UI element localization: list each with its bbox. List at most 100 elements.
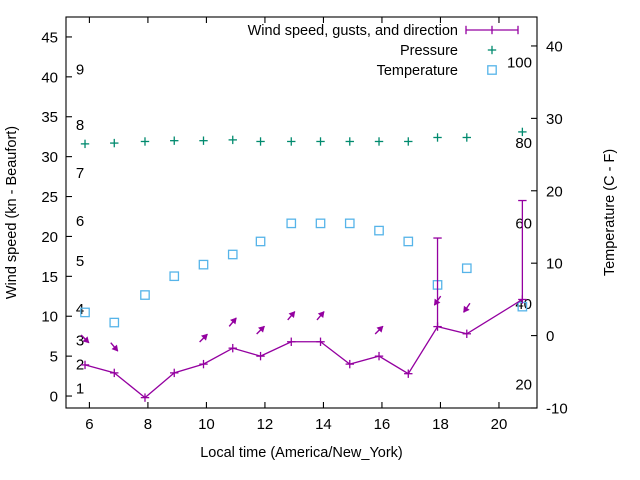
x-axis-ticks: 6 8 10 12 14 16 18 20: [85, 17, 507, 433]
wind-speed-point: [80, 360, 90, 370]
temperature-point: [80, 307, 90, 318]
wind-speed-point: [140, 393, 150, 402]
pressure-point: [345, 137, 354, 146]
y-left-tick-label: 0: [50, 389, 58, 406]
wind-speed-point: [110, 368, 119, 378]
wind-direction-arrow: [199, 333, 208, 343]
legend-label: Wind speed, gusts, and direction: [248, 23, 458, 39]
y-left-tick-label: 35: [41, 109, 58, 126]
pressure-point: [228, 135, 237, 145]
y-right-tick-label: 20: [546, 183, 563, 200]
y-axis-left-ticks: 0 5 10 15 20 25 30 35 40 45: [41, 29, 72, 406]
temperature-point: [109, 317, 120, 328]
temperature-point: [255, 236, 266, 247]
y-right-tick-label: 30: [546, 111, 563, 128]
x-tick-label: 20: [491, 416, 508, 433]
temperature-point: [403, 236, 414, 247]
temperature-point: [169, 271, 180, 282]
x-tick-label: 18: [432, 416, 449, 433]
plot-border: [65, 16, 538, 409]
x-tick-label: 8: [144, 416, 152, 433]
pressure-point: [518, 127, 527, 137]
chart-legend: Wind speed, gusts, and direction Pressure…: [248, 23, 519, 79]
legend-marker-pressure: [487, 45, 497, 55]
temperature-point: [140, 290, 150, 300]
wind-speed-point: [345, 359, 354, 369]
wind-speed-series: [80, 199, 527, 402]
y-left-tick-label: 45: [41, 29, 58, 46]
pressure-point: [374, 137, 384, 146]
temperature-point: [227, 249, 238, 260]
y-right-tick-label: -10: [546, 401, 568, 418]
pressure-point: [433, 133, 442, 142]
x-tick-label: 14: [315, 416, 332, 433]
pressure-point: [462, 133, 471, 142]
wind-speed-point: [462, 329, 471, 338]
y-left-tick-label: 30: [41, 149, 58, 166]
x-tick-label: 10: [198, 416, 215, 433]
wind-speed-point: [374, 351, 384, 361]
pressure-point: [199, 136, 208, 145]
legend-label: Pressure: [400, 43, 458, 59]
plot-frame: [65, 16, 538, 409]
temperature-point: [286, 218, 297, 229]
y-axis-right-fahrenheit-labels: 20 40 60 80 100: [507, 55, 532, 394]
wind-direction-arrow: [256, 325, 265, 335]
wind-direction-arrow: [228, 317, 237, 327]
wind-direction-arrows: [80, 295, 471, 352]
beaufort-label: 5: [76, 253, 84, 270]
y-axis-left-title: Wind speed (kn - Beaufort): [4, 126, 20, 299]
wind-direction-arrow: [287, 311, 296, 321]
beaufort-scale-labels: 1 2 3 4 5 6 7 8 9: [76, 61, 84, 397]
temperature-point: [198, 259, 209, 270]
y-left-tick-label: 15: [41, 269, 58, 286]
temperature-point: [344, 218, 355, 229]
y-left-tick-label: 5: [50, 349, 58, 366]
wind-direction-arrow: [463, 302, 471, 313]
fahrenheit-label: 20: [515, 376, 532, 393]
x-tick-label: 16: [374, 416, 391, 433]
x-axis-title: Local time (America/New_York): [200, 445, 403, 461]
legend-label: Temperature: [377, 63, 458, 79]
gust-errorbar: [433, 237, 442, 327]
fahrenheit-label: 40: [515, 296, 532, 313]
pressure-series: [80, 127, 527, 149]
wind-direction-arrow: [110, 342, 119, 352]
beaufort-label: 9: [76, 61, 84, 78]
pressure-point: [404, 137, 413, 146]
beaufort-label: 8: [76, 117, 84, 134]
wind-speed-point: [287, 337, 296, 346]
y-right-tick-label: 0: [546, 328, 554, 345]
wind-direction-arrow: [433, 295, 442, 306]
y-left-tick-label: 25: [41, 189, 58, 206]
fahrenheit-label: 80: [515, 135, 532, 152]
x-tick-label: 12: [257, 416, 274, 433]
beaufort-label: 4: [76, 301, 84, 318]
temperature-point: [315, 218, 326, 229]
temperature-series: [80, 218, 528, 328]
temperature-point: [461, 263, 472, 274]
wind-speed-point: [170, 368, 179, 378]
pressure-point: [80, 139, 90, 149]
beaufort-label: 1: [76, 381, 84, 398]
y-axis-right-title: Temperature (C - F): [602, 149, 618, 276]
wind-direction-arrow: [316, 311, 325, 321]
pressure-point: [256, 137, 265, 146]
fahrenheit-label: 100: [507, 55, 532, 72]
legend-marker-temperature: [487, 65, 497, 75]
pressure-point: [287, 137, 296, 146]
wind-speed-point: [199, 359, 208, 369]
wind-speed-point: [404, 369, 413, 378]
wind-speed-point: [256, 351, 265, 361]
x-tick-label: 6: [85, 416, 93, 433]
gust-errorbar: [518, 199, 527, 300]
y-left-tick-label: 20: [41, 229, 58, 246]
beaufort-label: 2: [76, 357, 84, 374]
wind-speed-point: [228, 343, 237, 353]
temperature-point: [374, 225, 384, 236]
beaufort-label: 3: [76, 333, 84, 350]
pressure-point: [110, 138, 119, 148]
